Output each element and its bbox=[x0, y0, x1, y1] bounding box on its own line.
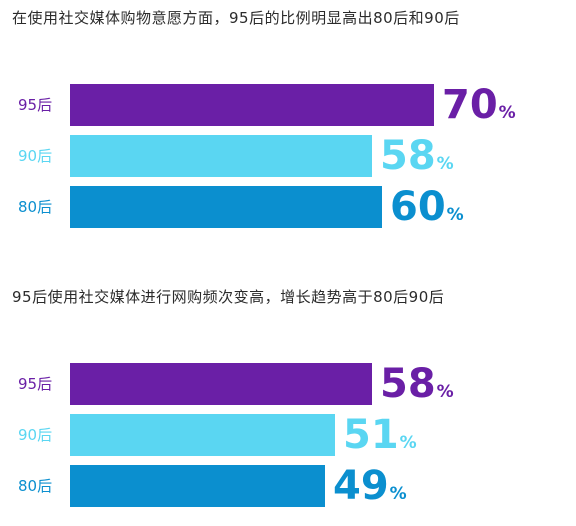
value-label: 70% bbox=[442, 84, 516, 126]
value-label: 58% bbox=[380, 363, 454, 405]
percent-sign: % bbox=[399, 433, 417, 453]
bar bbox=[70, 414, 335, 456]
value-label: 58% bbox=[380, 135, 454, 177]
value-label: 49% bbox=[333, 465, 407, 507]
bar bbox=[70, 465, 325, 507]
value-number: 51 bbox=[343, 412, 399, 458]
category-label: 80后 bbox=[18, 198, 53, 216]
value-label: 51% bbox=[343, 414, 417, 456]
value-number: 58 bbox=[380, 361, 436, 407]
value-number: 49 bbox=[333, 463, 389, 509]
category-label: 80后 bbox=[18, 477, 53, 495]
percent-sign: % bbox=[389, 484, 407, 504]
chart-title: 95后使用社交媒体进行网购频次变高，增长趋势高于80后90后 bbox=[12, 288, 445, 306]
value-number: 58 bbox=[380, 133, 436, 179]
chart-title: 在使用社交媒体购物意愿方面，95后的比例明显高出80后和90后 bbox=[12, 9, 460, 27]
bar bbox=[70, 84, 434, 126]
category-label: 90后 bbox=[18, 426, 53, 444]
category-label: 90后 bbox=[18, 147, 53, 165]
value-number: 60 bbox=[390, 184, 446, 230]
bar bbox=[70, 135, 372, 177]
bar bbox=[70, 363, 372, 405]
percent-sign: % bbox=[446, 205, 464, 225]
value-label: 60% bbox=[390, 186, 464, 228]
percent-sign: % bbox=[436, 154, 454, 174]
percent-sign: % bbox=[498, 103, 516, 123]
percent-sign: % bbox=[436, 382, 454, 402]
value-number: 70 bbox=[442, 82, 498, 128]
bar bbox=[70, 186, 382, 228]
category-label: 95后 bbox=[18, 375, 53, 393]
category-label: 95后 bbox=[18, 96, 53, 114]
